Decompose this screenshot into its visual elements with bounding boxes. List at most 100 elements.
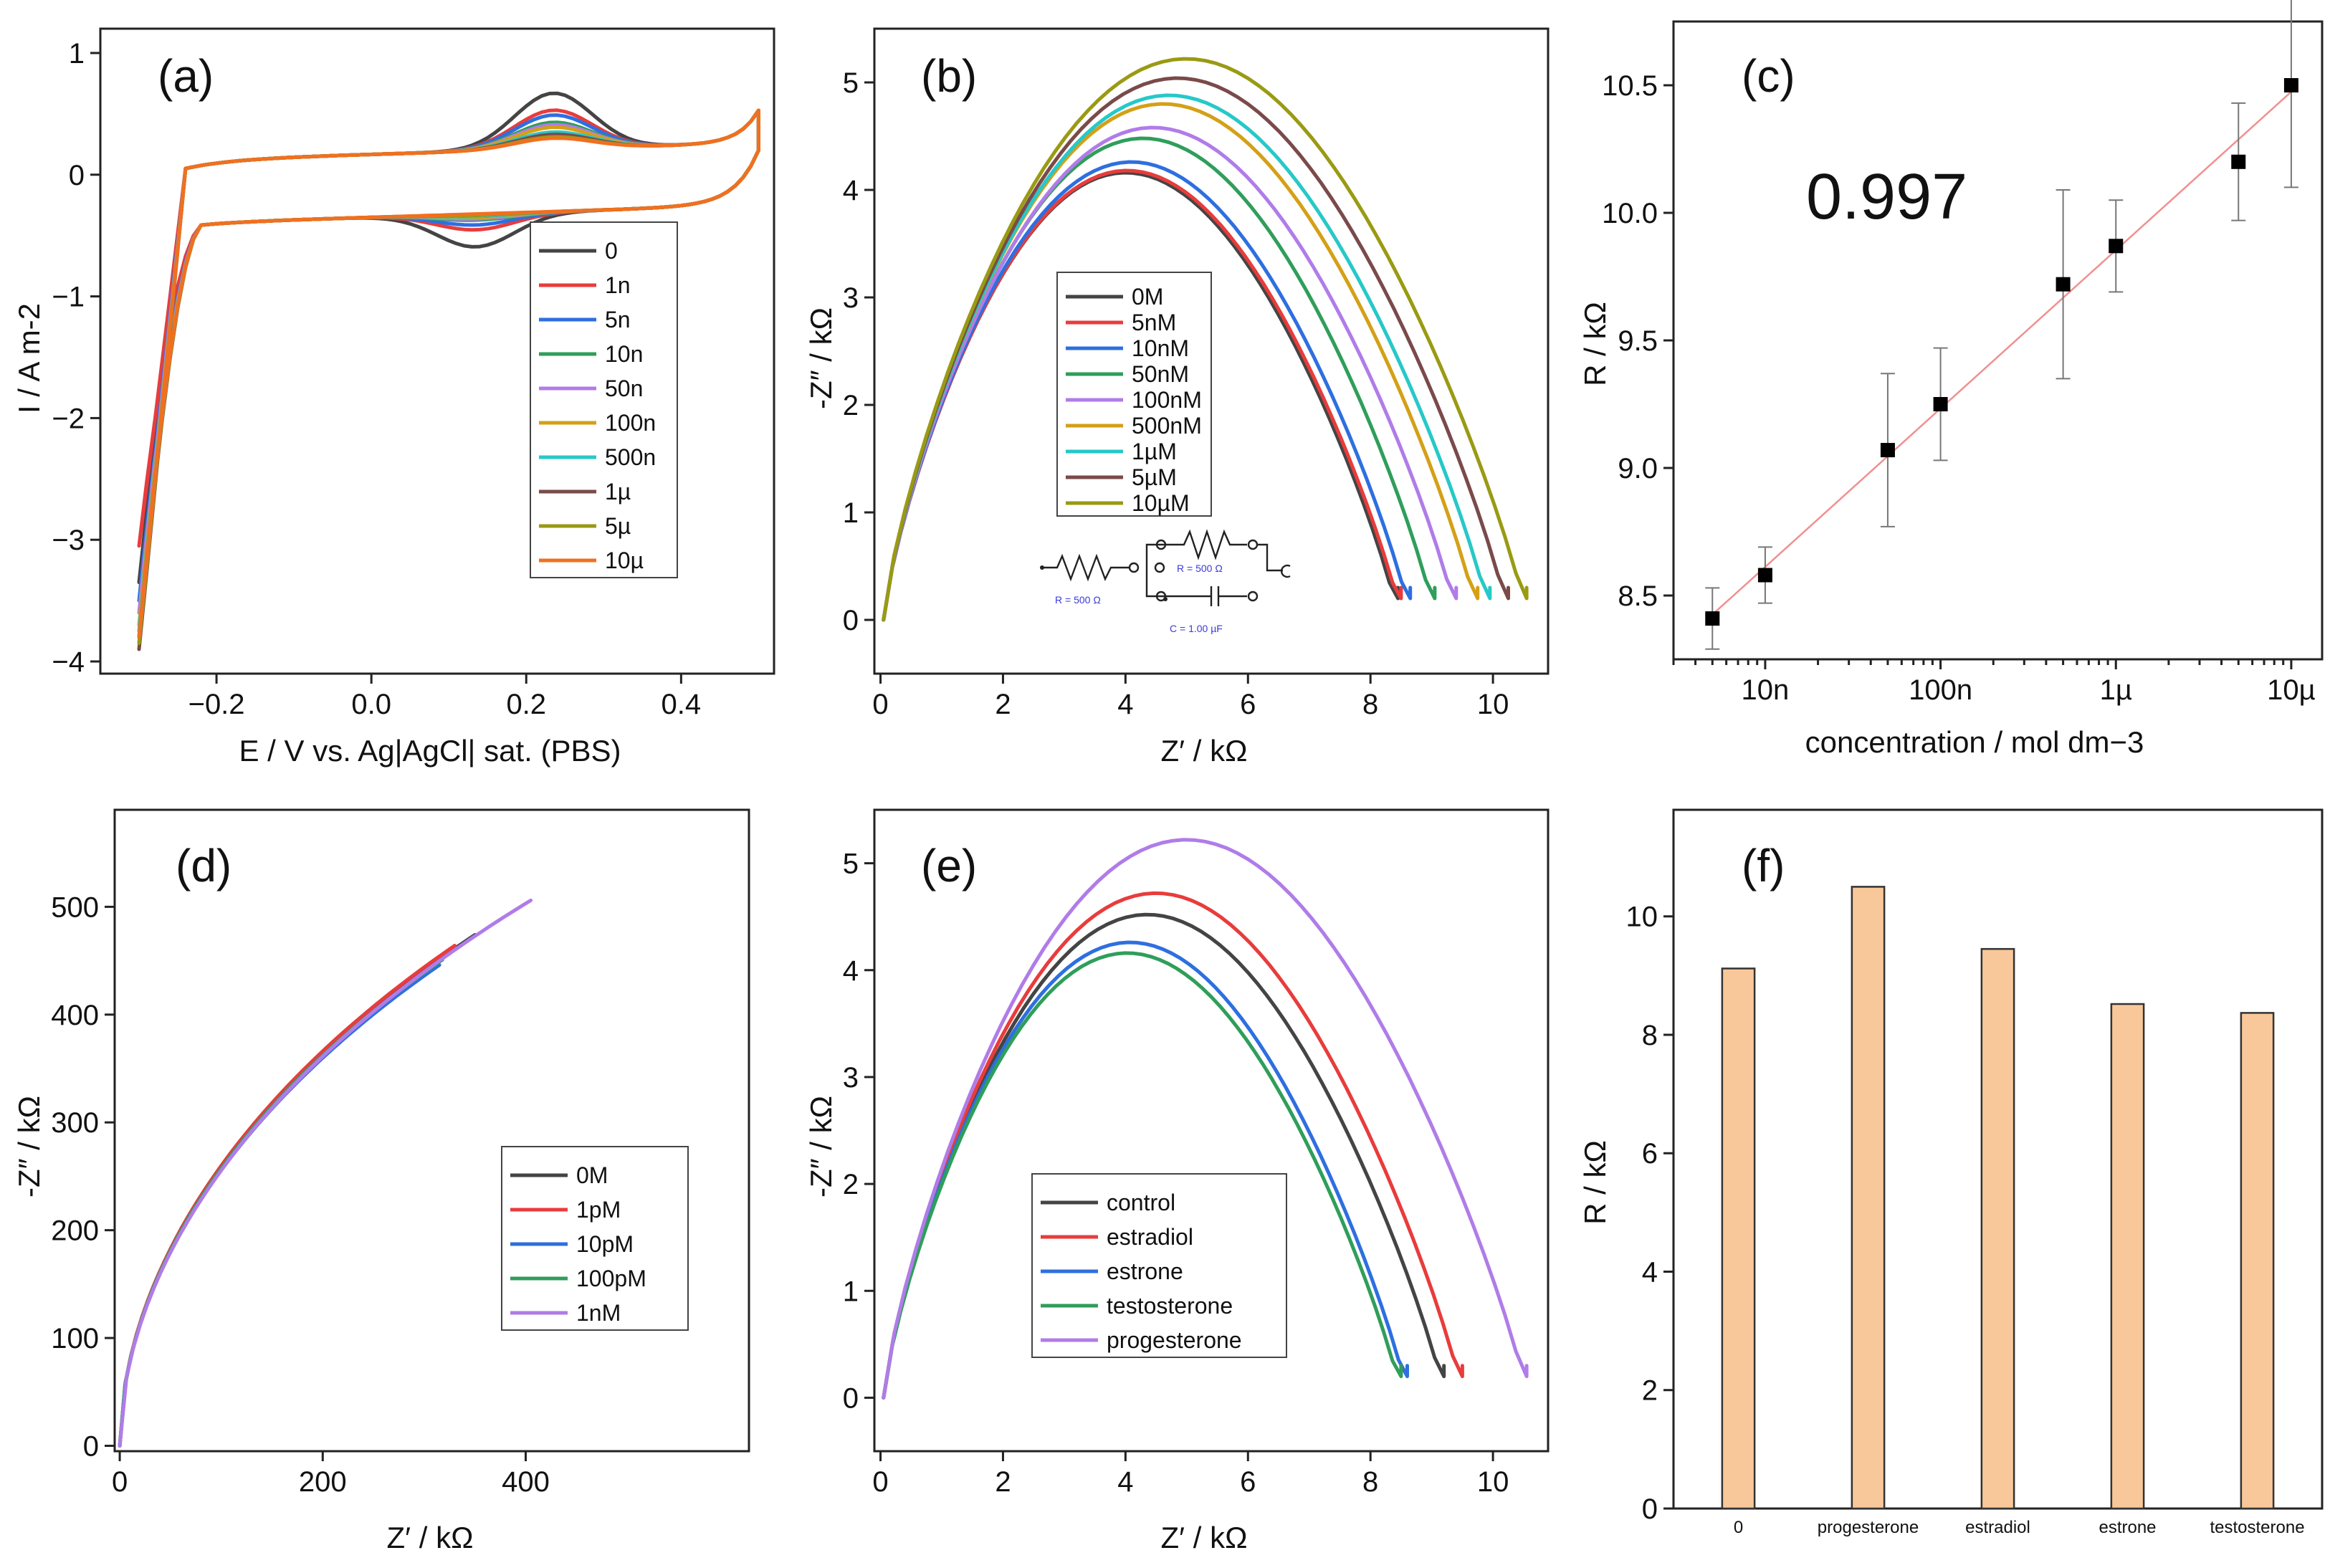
circuit-r1-label: R = 500 Ω bbox=[1055, 594, 1101, 606]
panel-e-legend-label: control bbox=[1107, 1190, 1175, 1215]
panel-b-series-100nM bbox=[882, 125, 1458, 622]
panel-a-x-tick-label: −0.2 bbox=[188, 689, 245, 720]
panel-a-letter: (a) bbox=[158, 50, 214, 102]
panel-c-data-point bbox=[1705, 611, 1720, 626]
panel-d-y-tick-label: 400 bbox=[51, 1000, 99, 1031]
panel-a-y-tick-label: 1 bbox=[69, 38, 85, 70]
panel-f-bar-testosterone bbox=[2240, 1012, 2275, 1510]
panel-a-legend-label: 0 bbox=[605, 238, 618, 264]
panel-e-legend-label: estrone bbox=[1107, 1258, 1183, 1284]
panel-d-series-0M bbox=[118, 933, 477, 1448]
panel-b-legend-label: 10µM bbox=[1132, 490, 1190, 516]
panel-f-bar-progesterone bbox=[1851, 886, 1886, 1510]
panel-a-x-axis-label: E / V vs. Ag|AgCl| sat. (PBS) bbox=[239, 734, 621, 768]
panel-d-legend-label: 1pM bbox=[576, 1197, 621, 1223]
panel-b-legend-label: 100nM bbox=[1132, 387, 1202, 413]
panel-b-x-axis-label: Z′ / kΩ bbox=[1161, 734, 1248, 768]
panel-e-y-tick-label: 2 bbox=[843, 1169, 859, 1200]
panel-b-series-10µM bbox=[882, 57, 1529, 622]
panel-b-y-tick-label: 4 bbox=[843, 175, 859, 206]
panel-c-data-point bbox=[2109, 239, 2124, 254]
panel-f-y-tick-label: 10 bbox=[1626, 902, 1658, 933]
circuit-r2-label: R = 500 Ω bbox=[1177, 563, 1223, 574]
panel-e-x-axis-label: Z′ / kΩ bbox=[1161, 1521, 1248, 1554]
panel-b-y-tick-label: 1 bbox=[843, 497, 859, 529]
panel-c-x-tick-label: 10n bbox=[1742, 674, 1790, 706]
panel-d-y-tick-label: 300 bbox=[51, 1107, 99, 1139]
panel-d-x-tick-label: 400 bbox=[502, 1466, 550, 1498]
equivalent-circuit-diagram: R = 500 Ω R = 500 Ω C = 1.00 µF bbox=[1040, 529, 1291, 634]
panel-a-legend bbox=[530, 221, 678, 578]
panel-b-series-10nM bbox=[882, 160, 1413, 622]
panel-f-selectivity-bars: (f) R / kΩ 0 2 4 6 8 10 0 progesterone estradiol… bbox=[1578, 808, 2324, 1537]
panel-f-bar-estradiol bbox=[1980, 947, 2015, 1510]
panel-d-y-tick-label: 500 bbox=[51, 891, 99, 923]
panel-a-legend-label: 1µ bbox=[605, 479, 631, 505]
panel-d-legend-label: 10pM bbox=[576, 1231, 634, 1257]
panel-d-series-10pM bbox=[118, 963, 441, 1448]
panel-f-y-tick-label: 0 bbox=[1642, 1493, 1658, 1525]
panel-f-y-axis-label: R / kΩ bbox=[1578, 1140, 1612, 1225]
panel-b-letter: (b) bbox=[921, 50, 977, 102]
circuit-c-label: C = 1.00 µF bbox=[1170, 623, 1223, 634]
panel-e-y-tick-label: 4 bbox=[843, 955, 859, 987]
panel-f-y-tick-label: 4 bbox=[1642, 1256, 1658, 1288]
panel-f-category-label: estrone bbox=[2099, 1518, 2156, 1537]
panel-e-series-estradiol bbox=[882, 891, 1464, 1400]
panel-c-y-tick-label: 9.0 bbox=[1618, 453, 1658, 484]
panel-b-x-tick-label: 10 bbox=[1477, 689, 1509, 720]
panel-e-legend bbox=[1031, 1173, 1287, 1358]
panel-e-x-tick-label: 8 bbox=[1362, 1466, 1378, 1498]
panel-a-legend-label: 50n bbox=[605, 376, 643, 401]
panel-d-series-1nM bbox=[118, 898, 533, 1448]
panel-a-x-tick-label: 0.2 bbox=[506, 689, 546, 720]
panel-c-data-point bbox=[1933, 397, 1948, 411]
panel-f-y-tick-label: 6 bbox=[1642, 1138, 1658, 1170]
panel-b-legend-label: 0M bbox=[1132, 284, 1163, 310]
panel-c-fit-line bbox=[1711, 91, 2292, 616]
panel-e-legend-label: progesterone bbox=[1107, 1327, 1242, 1353]
panel-a-legend-label: 10n bbox=[605, 341, 643, 367]
panel-b-nyquist: (b) Z′ / kΩ -Z″ / kΩ R = 500 Ω R = 500 Ω… bbox=[804, 27, 1550, 768]
panel-b-y-tick-label: 2 bbox=[843, 390, 859, 421]
panel-d-series-1pM bbox=[118, 944, 457, 1448]
panel-e-letter: (e) bbox=[921, 840, 977, 891]
panel-c-y-tick-label: 9.5 bbox=[1618, 325, 1658, 357]
panel-b-x-tick-label: 0 bbox=[872, 689, 888, 720]
panel-e-x-tick-label: 0 bbox=[872, 1466, 888, 1498]
panel-b-legend-label: 500nM bbox=[1132, 413, 1202, 439]
panel-e-y-tick-label: 0 bbox=[843, 1382, 859, 1414]
panel-e-y-tick-label: 5 bbox=[843, 848, 859, 880]
panel-e-series-estrone bbox=[882, 940, 1409, 1400]
panel-e-legend-label: testosterone bbox=[1107, 1293, 1233, 1319]
panel-a-y-tick-label: −1 bbox=[52, 282, 85, 313]
panel-e-series-progesterone bbox=[882, 838, 1529, 1400]
panel-c-data-point bbox=[2056, 277, 2071, 292]
panel-d-legend-label: 0M bbox=[576, 1162, 608, 1188]
panel-d-legend-label: 1nM bbox=[576, 1300, 621, 1326]
panel-b-y-tick-label: 0 bbox=[843, 605, 859, 636]
panel-b-y-tick-label: 3 bbox=[843, 282, 859, 314]
panel-f-letter: (f) bbox=[1742, 840, 1785, 891]
panel-c-y-tick-label: 10.5 bbox=[1602, 70, 1658, 102]
panel-a-x-tick-label: 0.0 bbox=[351, 689, 391, 720]
panel-c-x-axis-label: concentration / mol dm−3 bbox=[1805, 725, 2144, 759]
panel-d-y-tick-label: 0 bbox=[83, 1430, 99, 1462]
panel-e-x-tick-label: 6 bbox=[1240, 1466, 1256, 1498]
panel-c-y-axis-label: R / kΩ bbox=[1578, 302, 1612, 386]
panel-b-x-tick-label: 6 bbox=[1240, 689, 1256, 720]
panel-c-annotation: 0.997 bbox=[1806, 161, 1967, 233]
panel-c-calibration: (c) 0.997 concentration / mol dm−3 R / k… bbox=[1578, 0, 2324, 759]
panel-f-y-tick-label: 8 bbox=[1642, 1020, 1658, 1051]
panel-a-y-tick-label: −4 bbox=[52, 646, 85, 678]
panel-a-series-10µ bbox=[137, 108, 760, 639]
panel-e-x-tick-label: 10 bbox=[1477, 1466, 1509, 1498]
panel-c-x-tick-label: 1µ bbox=[2100, 674, 2132, 706]
panel-b-legend-label: 1µM bbox=[1132, 439, 1177, 464]
panel-e-legend-label: estradiol bbox=[1107, 1224, 1193, 1250]
panel-d-legend-label: 100pM bbox=[576, 1266, 646, 1291]
panel-d-nyquist-low-conc: (d) Z′ / kΩ -Z″ / kΩ 0 200 400 0 100 200 300 40… bbox=[12, 808, 750, 1554]
panel-e-series-control bbox=[882, 912, 1446, 1400]
panel-a-legend-label: 500n bbox=[605, 444, 656, 470]
